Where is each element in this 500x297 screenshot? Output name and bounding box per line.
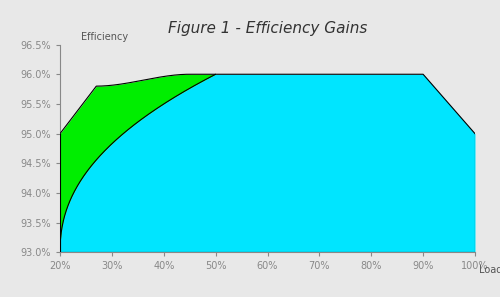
Title: Figure 1 - Efficiency Gains: Figure 1 - Efficiency Gains: [168, 21, 367, 37]
Text: Efficiency: Efficiency: [81, 32, 128, 42]
Text: Load: Load: [479, 265, 500, 275]
